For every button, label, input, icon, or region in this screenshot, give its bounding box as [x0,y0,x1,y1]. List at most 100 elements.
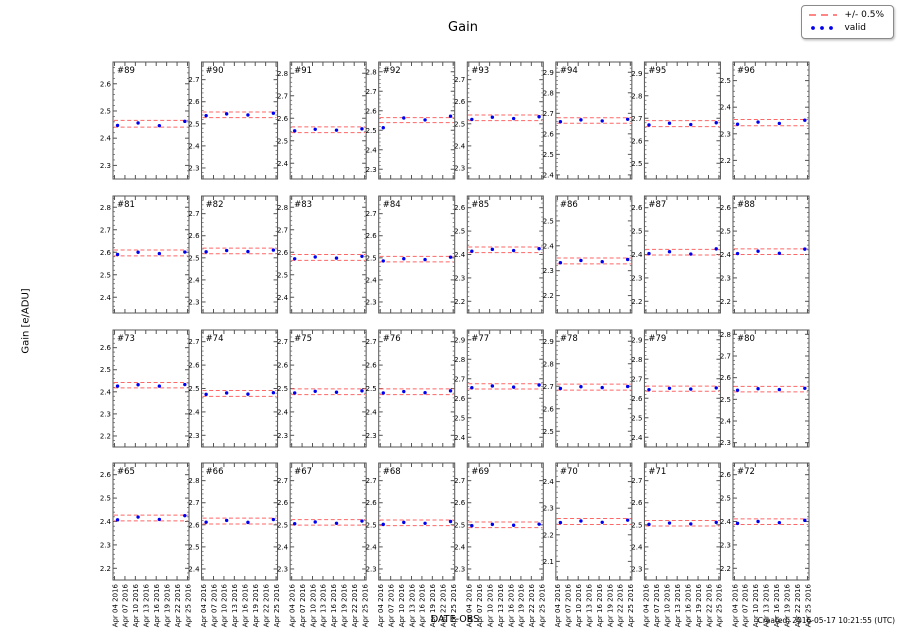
y-tick-label: 2.4 [366,276,378,284]
y-tick-label: 2.5 [188,543,199,551]
y-tick-label: 2.3 [100,410,111,418]
y-tick-label: 2.5 [454,414,465,422]
subplot-96: 2.2 2.3 2.4 2.5 #96 [720,61,810,180]
data-point [360,127,364,131]
y-tick-label: 2.5 [720,77,731,85]
x-tick-label: Apr 04 2016 [554,583,562,627]
data-point [448,519,453,524]
data-point [470,249,474,253]
data-point [470,117,474,122]
data-point [735,521,740,526]
y-tick-label: 2.5 [366,521,377,529]
data-point [511,248,516,253]
x-tick-label: Apr 19 2016 [606,583,614,627]
y-tick-label: 2.7 [454,76,465,84]
y-tick-label: 2.7 [631,115,642,123]
data-point [204,250,208,254]
y-tick-label: 2.6 [454,499,466,507]
data-point [756,387,760,391]
y-tick-label: 2.4 [366,543,378,551]
y-tick-label: 2.7 [188,338,199,346]
subplot-90: 2.3 2.4 2.5 2.6 2.7 #90 [188,61,279,180]
y-tick-label: 2.6 [543,405,555,413]
subplot-label: #96 [737,66,755,76]
y-tick-label: 2.3 [631,565,642,573]
y-tick-label: 2.5 [366,254,377,262]
panel-frame [201,195,279,314]
y-tick-label: 2.7 [543,383,554,391]
y-tick-label: 2.6 [631,395,643,403]
y-tick-label: 2.3 [366,298,377,306]
y-tick-label: 2.6 [720,374,732,382]
data-point [246,520,250,525]
y-tick-label: 2.6 [720,204,732,212]
x-tick-label: Apr 07 2016 [210,583,218,627]
y-tick-label: 2.5 [454,521,465,529]
data-point [537,246,541,251]
data-point [647,387,651,392]
x-tick-label: Apr 22 2016 [262,583,270,627]
y-tick-label: 2.8 [366,68,377,76]
y-tick-label: 2.4 [100,294,112,302]
panel-frame [112,195,190,314]
subplot-75: 2.3 2.4 2.5 2.6 2.7 #75 [277,329,367,448]
y-tick-label: 2.4 [454,142,466,150]
x-tick-label: Apr 19 2016 [341,583,349,627]
panel-frame [466,462,544,581]
y-tick-label: 2.9 [543,338,554,346]
data-point [490,384,495,388]
panel-frame [289,61,367,180]
data-point [381,391,385,395]
data-point [271,248,276,252]
data-point [600,119,604,123]
subplot-label: #80 [737,334,755,344]
y-tick-label: 2.8 [277,204,288,212]
y-tick-label: 2.6 [631,204,643,212]
y-tick-label: 2.5 [454,120,465,128]
data-point [714,520,718,525]
y-tick-label: 2.4 [100,135,112,143]
data-point [714,386,718,390]
panel-frame [466,195,544,314]
y-tick-label: 2.5 [720,396,731,404]
data-point [246,249,250,254]
y-tick-label: 2.7 [188,76,199,84]
y-tick-label: 2.8 [720,331,731,339]
y-tick-label: 2.7 [366,477,377,485]
y-tick-label: 2.5 [631,160,642,168]
panel-frame [643,329,721,448]
x-tick-label: Apr 16 2016 [419,583,427,627]
y-tick-label: 2.7 [454,375,465,383]
data-point [423,521,427,525]
subplot-label: #68 [383,467,401,477]
data-point [511,385,516,389]
data-point [600,520,604,524]
y-tick-label: 2.5 [188,385,199,393]
data-point [224,518,229,523]
data-point [448,114,453,118]
data-point [271,517,276,522]
y-tick-label: 2.5 [188,254,199,262]
y-tick-label: 2.9 [631,336,642,344]
panel-frame [732,329,810,448]
y-tick-label: 2.4 [720,418,732,426]
x-tick-label: Apr 13 2016 [585,583,593,627]
x-tick-label: Apr 16 2016 [596,583,604,627]
x-tick-label: Apr 16 2016 [242,583,250,627]
x-tick-label: Apr 19 2016 [783,583,791,627]
data-point [293,129,297,133]
x-tick-label: Apr 10 2016 [752,583,760,627]
subplot-label: #91 [294,66,312,76]
data-point [667,121,672,125]
y-tick-label: 2.4 [100,388,112,396]
y-tick-label: 2.3 [366,565,377,573]
subplot-label: #89 [117,66,135,76]
x-tick-label: Apr 13 2016 [143,583,151,627]
y-tick-label: 2.2 [631,298,642,306]
data-point [334,521,339,525]
data-point [157,384,162,388]
y-tick-label: 2.6 [631,137,643,145]
